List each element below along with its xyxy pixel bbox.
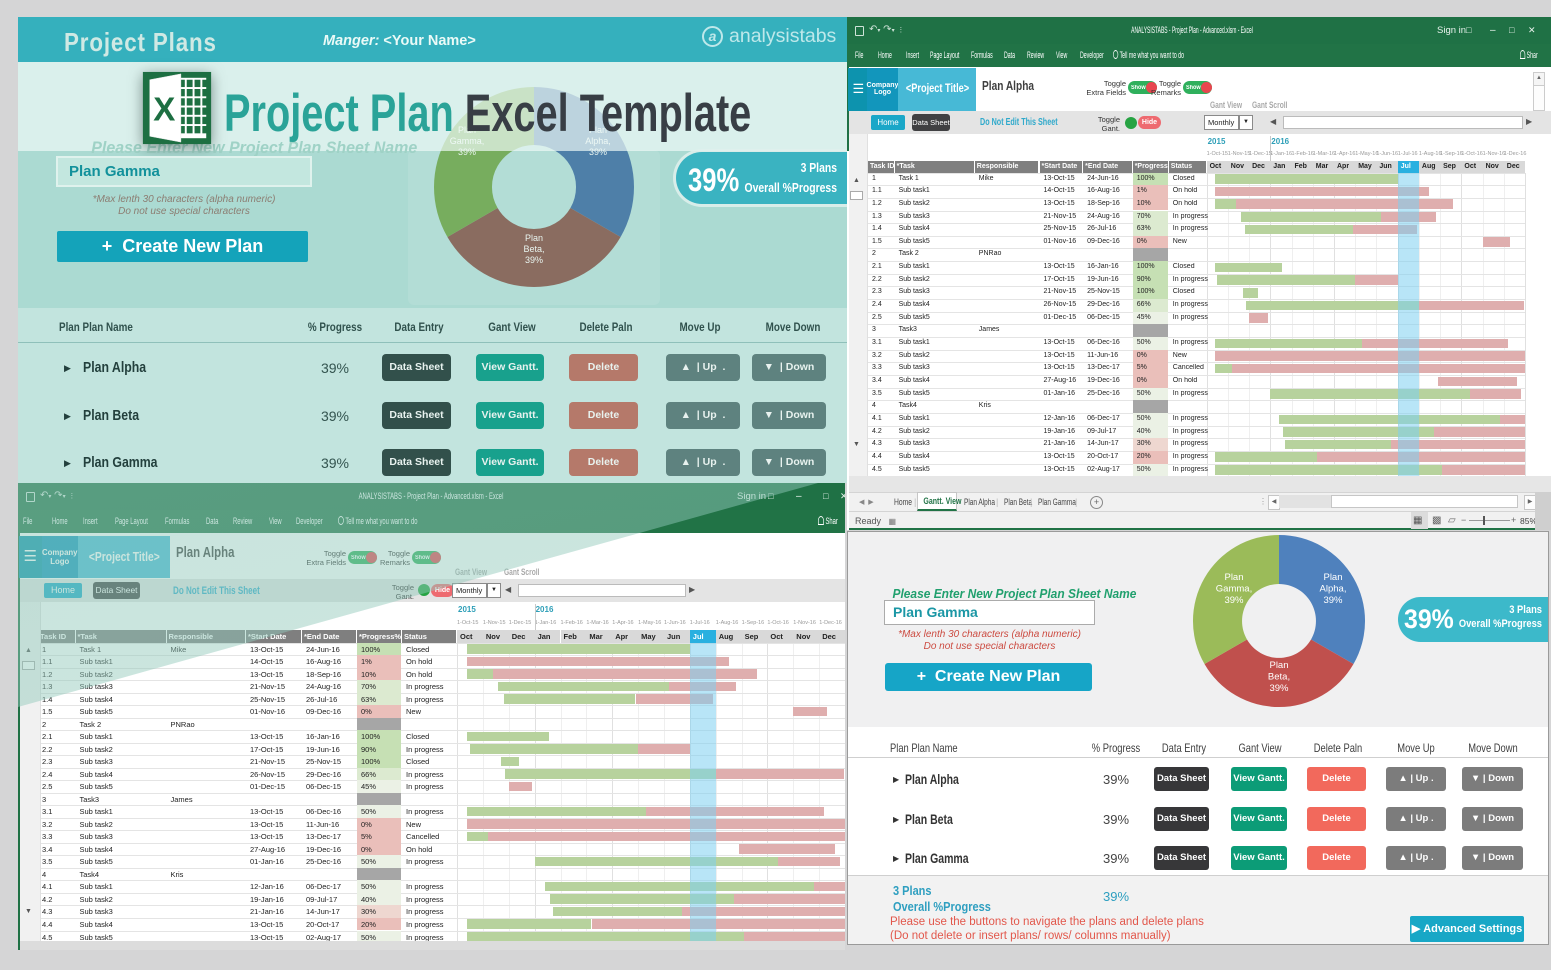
svg-text:Plan: Plan: [1269, 660, 1288, 671]
svg-text:39%: 39%: [1323, 595, 1343, 606]
svg-text:39%: 39%: [1224, 595, 1244, 606]
svg-text:Plan: Plan: [1224, 572, 1243, 583]
svg-text:39%: 39%: [458, 147, 476, 157]
svg-text:Alpha,: Alpha,: [1320, 584, 1347, 595]
svg-text:X: X: [153, 92, 175, 129]
svg-text:39%: 39%: [1269, 683, 1289, 694]
svg-text:Beta,: Beta,: [1268, 672, 1290, 683]
svg-text:39%: 39%: [589, 147, 607, 157]
svg-text:Plan: Plan: [525, 233, 543, 243]
svg-text:39%: 39%: [525, 255, 543, 265]
svg-text:Beta,: Beta,: [523, 244, 544, 254]
svg-text:Gamma,: Gamma,: [1216, 584, 1252, 595]
svg-text:Plan: Plan: [1323, 572, 1342, 583]
